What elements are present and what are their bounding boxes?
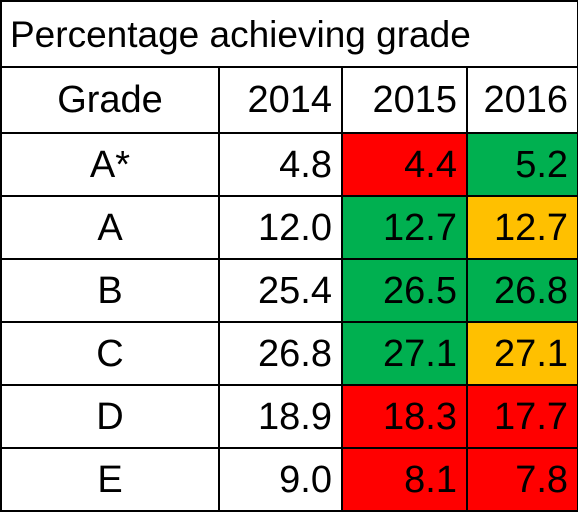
header-grade[interactable]: Grade xyxy=(0,66,220,134)
grade-cell[interactable]: B xyxy=(0,258,220,323)
value-2016-cell[interactable]: 12.7 xyxy=(465,195,578,260)
grade-cell[interactable]: E xyxy=(0,447,220,512)
value-2016-cell[interactable]: 26.8 xyxy=(465,258,578,323)
value-2016-cell[interactable]: 7.8 xyxy=(465,447,578,512)
table-row: A* 4.8 4.4 5.2 xyxy=(0,132,578,197)
value-2015-cell[interactable]: 27.1 xyxy=(341,321,468,386)
grade-cell[interactable]: A xyxy=(0,195,220,260)
value-2014-cell[interactable]: 18.9 xyxy=(218,384,343,449)
value-2016-cell[interactable]: 17.7 xyxy=(465,384,578,449)
value-2015-cell[interactable]: 4.4 xyxy=(341,132,468,197)
value-2015-cell[interactable]: 18.3 xyxy=(341,384,468,449)
value-2015-cell[interactable]: 26.5 xyxy=(341,258,468,323)
header-2016[interactable]: 2016 xyxy=(465,66,578,134)
grade-cell[interactable]: D xyxy=(0,384,220,449)
value-2014-cell[interactable]: 4.8 xyxy=(218,132,343,197)
table-row: B 25.4 26.5 26.8 xyxy=(0,258,578,323)
value-2016-cell[interactable]: 27.1 xyxy=(465,321,578,386)
value-2015-cell[interactable]: 12.7 xyxy=(341,195,468,260)
table-row: C 26.8 27.1 27.1 xyxy=(0,321,578,386)
header-2014[interactable]: 2014 xyxy=(218,66,343,134)
title-row: Percentage achieving grade xyxy=(0,0,578,68)
value-2014-cell[interactable]: 12.0 xyxy=(218,195,343,260)
header-row: Grade 2014 2015 2016 xyxy=(0,66,578,134)
value-2014-cell[interactable]: 26.8 xyxy=(218,321,343,386)
table-row: D 18.9 18.3 17.7 xyxy=(0,384,578,449)
value-2014-cell[interactable]: 9.0 xyxy=(218,447,343,512)
table-row: A 12.0 12.7 12.7 xyxy=(0,195,578,260)
grade-cell[interactable]: C xyxy=(0,321,220,386)
value-2014-cell[interactable]: 25.4 xyxy=(218,258,343,323)
value-2015-cell[interactable]: 8.1 xyxy=(341,447,468,512)
table-row: E 9.0 8.1 7.8 xyxy=(0,447,578,512)
header-2015[interactable]: 2015 xyxy=(341,66,468,134)
value-2016-cell[interactable]: 5.2 xyxy=(465,132,578,197)
table-title[interactable]: Percentage achieving grade xyxy=(0,0,578,68)
grade-cell[interactable]: A* xyxy=(0,132,220,197)
